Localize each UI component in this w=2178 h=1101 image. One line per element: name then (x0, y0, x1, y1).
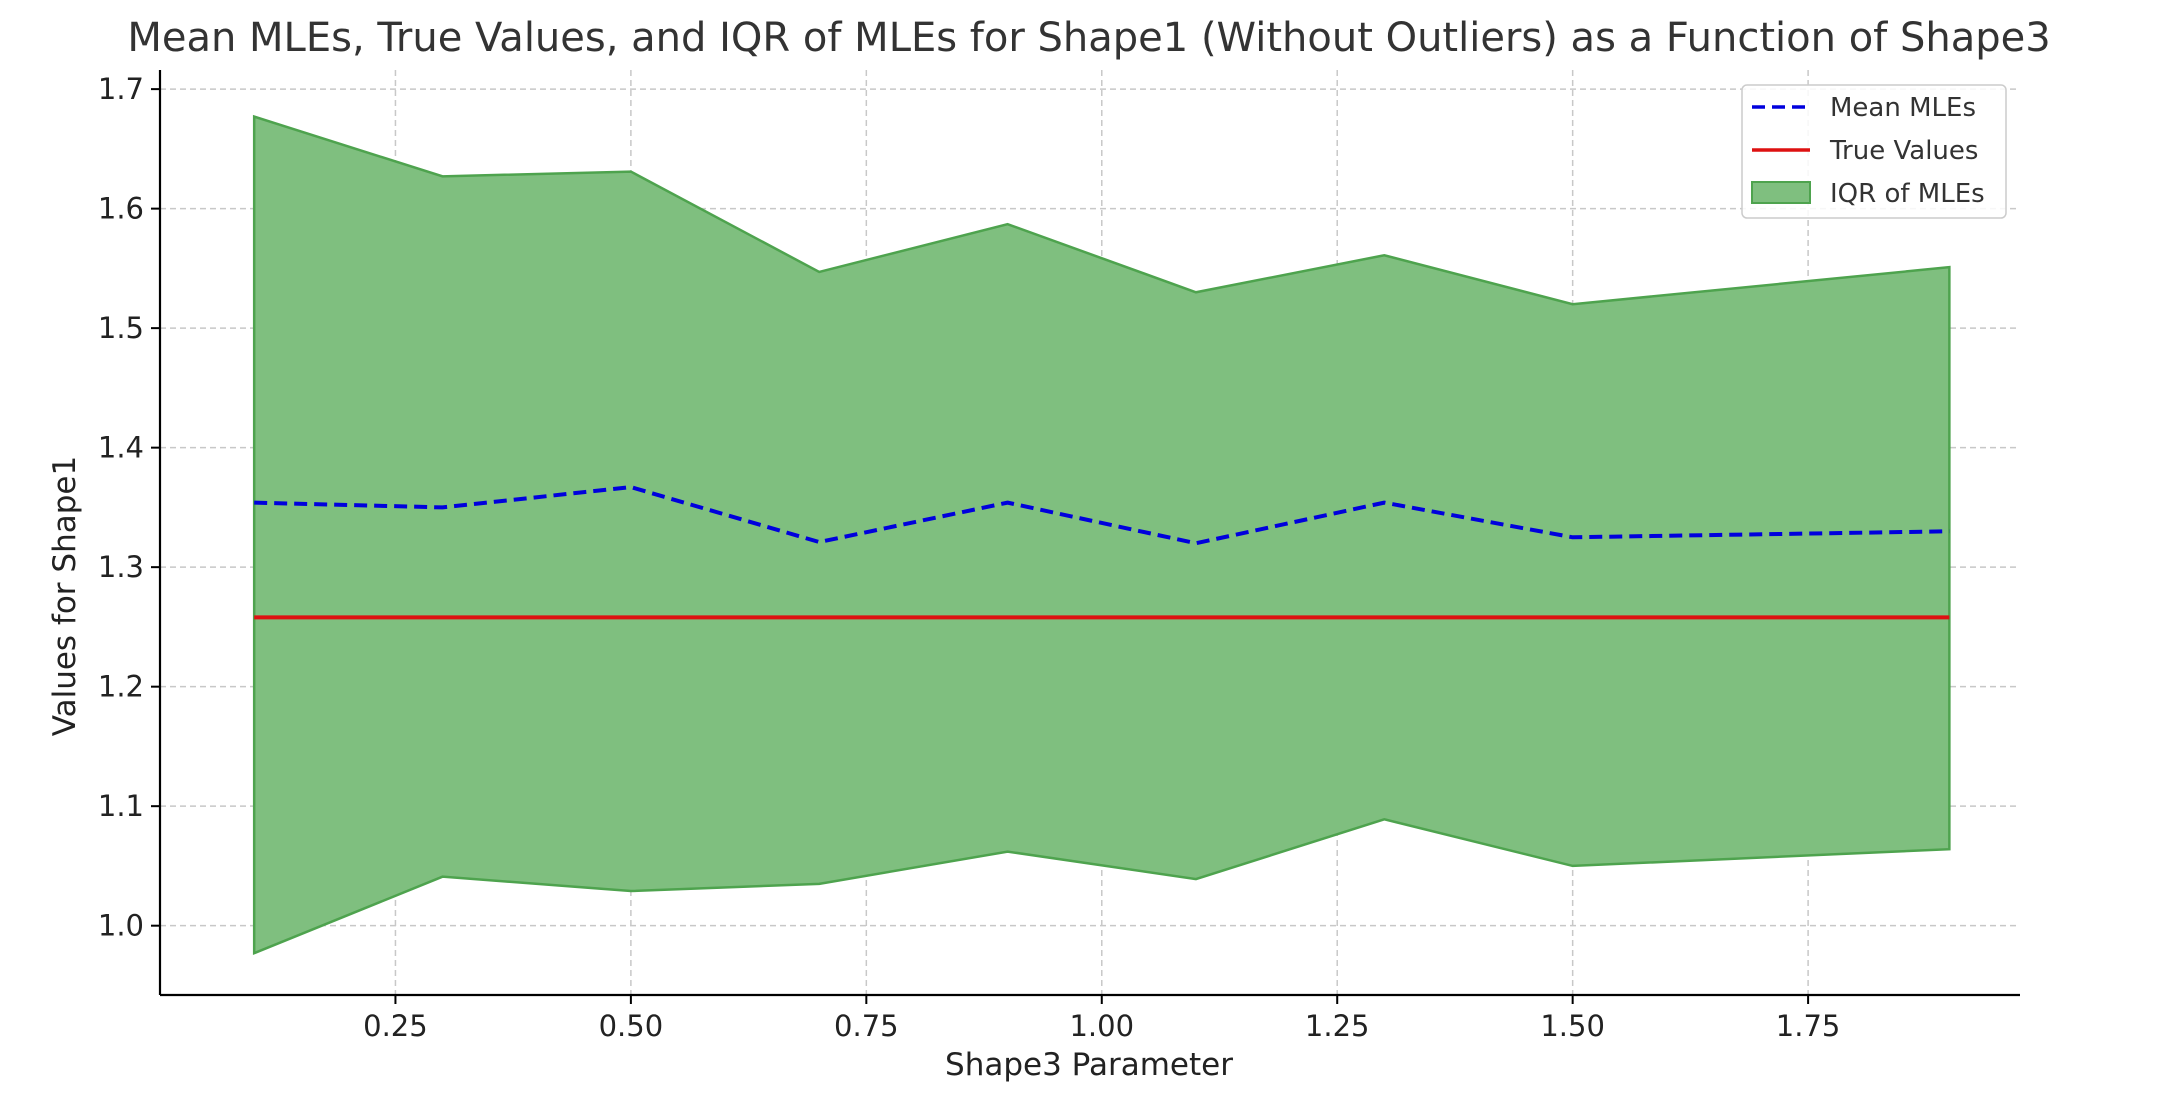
x-tick-label-2: 0.75 (834, 1009, 899, 1043)
axes (158, 70, 2020, 997)
y-tick-label-7: 1.7 (98, 72, 144, 106)
legend-label-mean: Mean MLEs (1830, 93, 1976, 123)
series-line-mean-mles (254, 485, 1950, 546)
legend-label-true: True Values (1829, 136, 1978, 166)
chart-title: Mean MLEs, True Values, and IQR of MLEs … (127, 15, 2050, 61)
y-tick-label-0: 1.0 (98, 909, 144, 943)
y-tick-label-2: 1.2 (98, 670, 144, 704)
x-tick-label-1: 0.50 (599, 1009, 664, 1043)
legend: Mean MLEs True Values IQR of MLEs (1741, 84, 2007, 219)
y-tick-label-3: 1.3 (98, 550, 144, 584)
iqr-band-area (252, 114, 1951, 956)
x-axis-ticks: 0.25 0.50 0.75 1.00 1.25 1.50 1.75 (363, 995, 1840, 1043)
y-tick-label-5: 1.5 (98, 311, 144, 345)
x-axis-label: Shape3 Parameter (945, 1047, 1233, 1083)
legend-swatch-iqr (1751, 181, 1811, 204)
series-lines (254, 485, 1950, 620)
y-tick-label-1: 1.1 (98, 789, 144, 823)
y-tick-label-4: 1.4 (98, 431, 144, 465)
x-tick-label-3: 1.00 (1069, 1009, 1134, 1043)
y-tick-label-6: 1.6 (98, 192, 144, 226)
x-tick-label-5: 1.50 (1540, 1009, 1605, 1043)
x-tick-label-6: 1.75 (1776, 1009, 1841, 1043)
y-axis-ticks: 1.0 1.1 1.2 1.3 1.4 1.5 1.6 1.7 (98, 72, 160, 943)
iqr-band (252, 114, 1951, 956)
legend-label-iqr: IQR of MLEs (1830, 179, 1985, 209)
y-axis-label: Values for Shape1 (47, 456, 83, 736)
x-tick-label-4: 1.25 (1305, 1009, 1370, 1043)
x-tick-label-0: 0.25 (363, 1009, 428, 1043)
